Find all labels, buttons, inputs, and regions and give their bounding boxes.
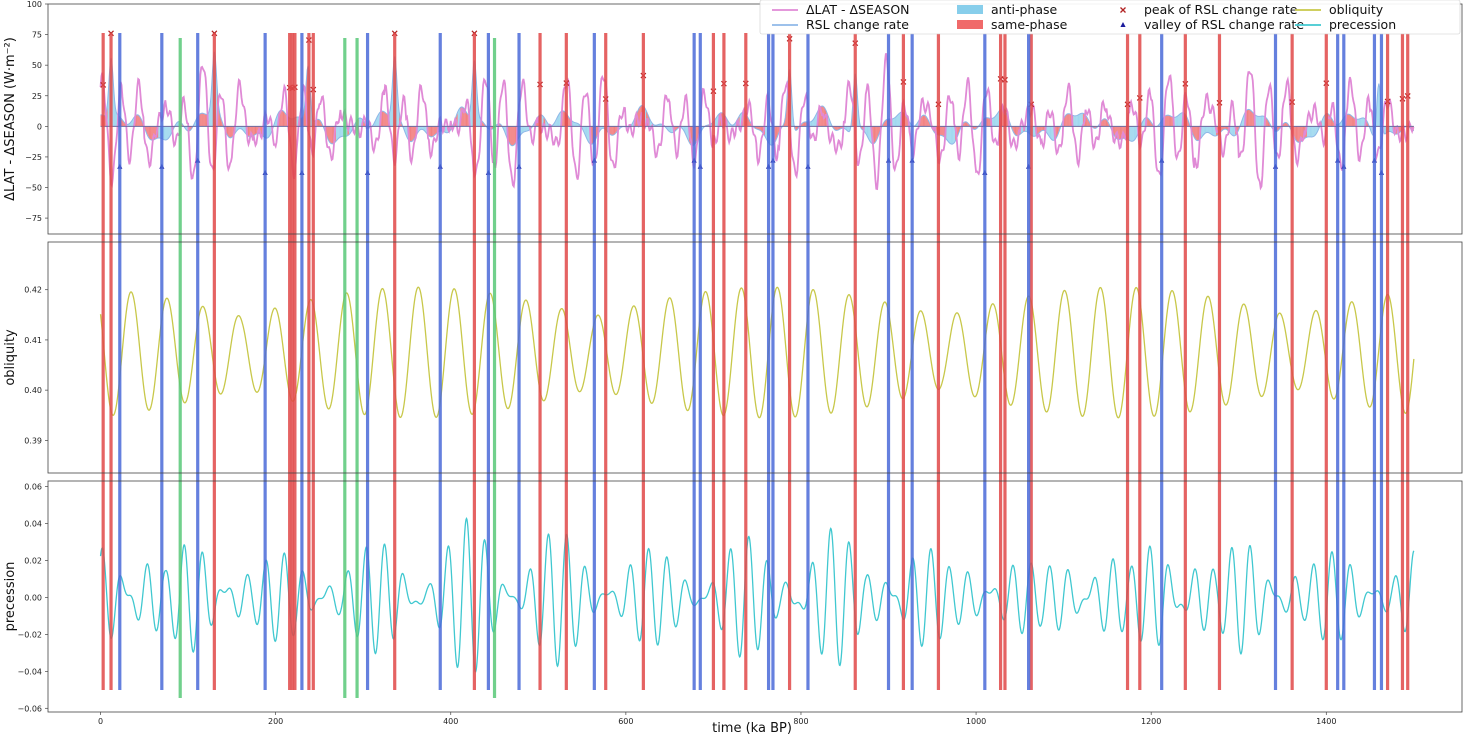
y-tick-label: 0.04 xyxy=(24,520,42,529)
x-tick-label: 0 xyxy=(98,717,103,726)
y-tick-label: 0.41 xyxy=(24,336,42,345)
y-tick-label: −0.06 xyxy=(17,704,42,713)
x-tick-label: 400 xyxy=(443,717,458,726)
legend-entry: precession xyxy=(1295,17,1396,32)
y-tick-label: 0.02 xyxy=(24,556,42,565)
y-tick-label: −25 xyxy=(25,153,42,162)
y-axis-label-top: ΔLAT - ΔSEASON (W·m⁻²) xyxy=(3,37,18,201)
x-axis-label: time (ka BP) xyxy=(712,721,792,736)
legend-label: anti-phase xyxy=(991,2,1057,17)
legend-entry: obliquity xyxy=(1295,2,1384,17)
legend-entry: same-phase xyxy=(957,17,1068,32)
legend-entry: ΔLAT - ΔSEASON xyxy=(772,2,910,17)
legend-label: obliquity xyxy=(1329,2,1384,17)
y-tick-label: 0.06 xyxy=(24,483,42,492)
legend-label: precession xyxy=(1329,17,1396,32)
legend-entry: anti-phase xyxy=(957,2,1057,17)
y-tick-label: 0.00 xyxy=(24,593,42,602)
x-tick-label: 1200 xyxy=(1141,717,1161,726)
vertical-lines xyxy=(101,33,1410,698)
y-tick-label: 0.42 xyxy=(24,286,42,295)
y-tick-label: −0.02 xyxy=(17,630,42,639)
x-tick-label: 200 xyxy=(268,717,283,726)
y-tick-label: 25 xyxy=(32,92,42,101)
panel-frame-bottom xyxy=(47,480,1463,713)
y-tick-label: 100 xyxy=(27,0,42,9)
legend-label: ΔLAT - ΔSEASON xyxy=(806,2,910,17)
y-axis-label-bottom: precession xyxy=(3,562,18,632)
legend-entry: valley of RSL change rate xyxy=(1120,17,1304,32)
legend-swatch xyxy=(1120,22,1126,27)
y-tick-label: −0.04 xyxy=(17,667,42,676)
legend-swatch xyxy=(957,20,983,29)
series-precession xyxy=(99,517,1415,673)
y-tick-label: −75 xyxy=(25,214,42,223)
panel-frame-top xyxy=(47,3,1463,235)
x-tick-label: 1000 xyxy=(966,717,986,726)
panel-frame-middle xyxy=(47,241,1463,474)
x-tick-label: 600 xyxy=(618,717,633,726)
legend-label: peak of RSL change rate xyxy=(1144,2,1298,17)
y-tick-label: 75 xyxy=(32,31,42,40)
legend-entry: peak of RSL change rate xyxy=(1120,2,1298,17)
series-dlat-dseason xyxy=(99,53,1415,191)
legend-label: valley of RSL change rate xyxy=(1144,17,1304,32)
legend-box xyxy=(759,0,1461,35)
y-tick-label: 50 xyxy=(32,61,42,70)
axes: −75 −50 −25 0 25 50 75 100 ΔLAT - ΔSEASON (W·m⁻²… xyxy=(3,0,1463,726)
y-tick-label: −50 xyxy=(25,184,42,193)
y-tick-label: 0.39 xyxy=(24,436,42,445)
legend-swatch xyxy=(1120,7,1126,13)
x-tick-label: 1400 xyxy=(1316,717,1336,726)
x-tick-label: 800 xyxy=(793,717,808,726)
y-tick-label: 0.40 xyxy=(24,386,42,395)
legend-entry: RSL change rate xyxy=(772,17,909,32)
panels xyxy=(99,30,1415,673)
series-rsl-change-rate xyxy=(100,51,1415,147)
y-axis-label-middle: obliquity xyxy=(3,329,18,386)
legend-swatch xyxy=(957,5,983,14)
legend-label: RSL change rate xyxy=(806,17,909,32)
series-obliquity xyxy=(99,286,1415,419)
legend-label: same-phase xyxy=(991,17,1068,32)
y-tick-label: 0 xyxy=(37,122,42,131)
